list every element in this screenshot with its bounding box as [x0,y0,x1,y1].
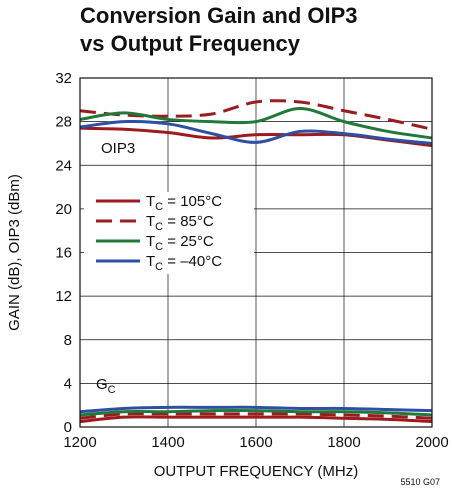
legend-label-rest: = 85°C [163,213,214,230]
y-tick-label: 8 [64,332,72,349]
series-line-gain-6 [79,409,433,417]
series-line-oip3-3 [79,119,433,145]
legend: TC = 105°CTC = 85°CTC = 25°CTC = –40°C [84,192,254,274]
legend-label-rest: = 105°C [163,193,222,210]
y-tick-label: 0 [64,419,72,436]
y-tick-label: 20 [55,201,72,218]
x-tick-label: 1600 [239,434,272,451]
series-lines [79,99,433,424]
plot-frame [79,77,433,428]
legend-label: TC = 85°C [146,213,214,233]
y-tick-labels: 0 4 8 12 16 20 24 28 32 [55,70,72,436]
legend-label-main: T [146,193,155,210]
series-line-oip3-2 [79,107,433,140]
legend-label-rest: = –40°C [163,253,222,270]
x-tick-label: 1400 [151,434,184,451]
legend-label-sub: C [155,261,163,273]
figure-code: 5510 G07 [400,477,440,487]
x-tick-label: 1200 [63,434,96,451]
chart-title-line-1: Conversion Gain and OIP3 [80,3,358,28]
x-tick-labels: 1200 1400 1600 1800 2000 [63,434,448,451]
annotation-gc: GC [96,376,116,396]
legend-label: TC = 105°C [146,193,222,213]
y-axis-label: GAIN (dB), OIP3 (dBm) [6,174,23,331]
legend-label: TC = 25°C [146,233,214,253]
x-axis-label: OUTPUT FREQUENCY (MHz) [154,463,358,480]
y-tick-label: 28 [55,114,72,131]
chart-title-line-2: vs Output Frequency [80,31,301,56]
y-tick-label: 32 [55,70,72,87]
annotation-gc-sub: C [108,384,116,396]
legend-label-rest: = 25°C [163,233,214,250]
y-tick-label: 12 [55,288,72,305]
y-tick-label: 16 [55,245,72,262]
legend-label-sub: C [155,221,163,233]
legend-label: TC = –40°C [146,253,222,273]
series-line-gain-4 [79,415,433,424]
legend-label-main: T [146,213,155,230]
legend-label-sub: C [155,201,163,213]
chart-title: Conversion Gain and OIP3 vs Output Frequ… [80,2,440,58]
legend-label-sub: C [155,241,163,253]
y-tick-label: 24 [55,157,72,174]
legend-label-main: T [146,233,155,250]
y-tick-label: 4 [64,375,72,392]
x-tick-label: 2000 [415,434,448,451]
annotation-gc-main: G [96,376,108,393]
legend-label-main: T [146,253,155,270]
series-line-oip3-1 [79,99,433,131]
series-line-gain-7 [79,405,433,414]
annotation-oip3: OIP3 [101,140,135,157]
x-tick-label: 1800 [327,434,360,451]
series-line-gain-5 [79,412,433,420]
